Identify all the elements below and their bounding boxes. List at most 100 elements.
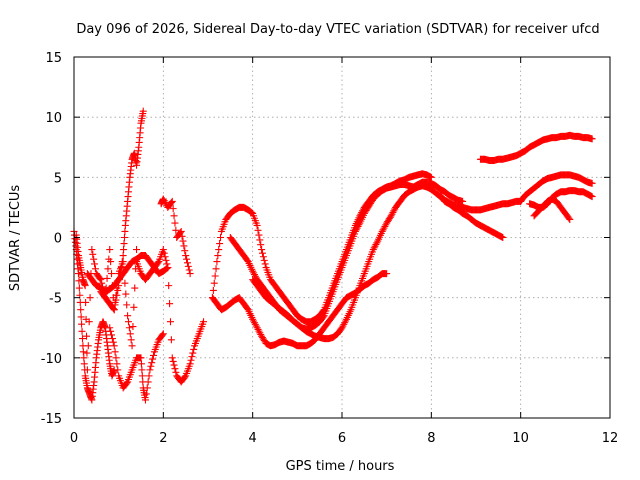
- data-point: [182, 252, 190, 260]
- x-tick-label: 10: [512, 431, 529, 446]
- data-point: [214, 252, 222, 260]
- data-point: [167, 336, 175, 344]
- data-point: [86, 294, 94, 302]
- data-point: [111, 298, 119, 306]
- data-point: [113, 360, 121, 368]
- data-point: [254, 226, 262, 234]
- data-point: [131, 284, 139, 292]
- data-point: [91, 265, 99, 273]
- data-point: [125, 324, 133, 332]
- data-point: [143, 384, 151, 392]
- data-point: [588, 135, 596, 143]
- data-point: [104, 265, 112, 273]
- data-point: [158, 331, 166, 339]
- data-point: [142, 390, 150, 398]
- data-point: [128, 342, 136, 350]
- data-point: [74, 270, 82, 278]
- data-point: [78, 320, 86, 328]
- data-point: [183, 255, 191, 263]
- data-point: [185, 266, 193, 274]
- series-arc-d: [106, 324, 167, 404]
- data-point: [83, 366, 91, 374]
- data-point: [108, 331, 116, 339]
- data-point: [119, 258, 127, 266]
- data-point: [154, 259, 162, 267]
- data-point: [114, 366, 122, 374]
- data-point: [139, 107, 147, 115]
- data-point: [124, 312, 132, 320]
- y-tick-label: -15: [41, 412, 62, 427]
- data-point: [161, 253, 169, 261]
- data-point: [83, 332, 91, 340]
- data-point: [77, 306, 85, 314]
- data-point: [319, 313, 327, 321]
- y-tick-label: 0: [54, 232, 62, 247]
- series-arc-o: [530, 195, 574, 223]
- data-point: [114, 277, 122, 285]
- data-point: [108, 282, 116, 290]
- data-point: [258, 249, 266, 257]
- chart-title: Day 096 of 2026, Sidereal Day-to-day VTE…: [76, 22, 599, 37]
- data-point: [133, 246, 141, 254]
- data-point: [78, 335, 86, 343]
- data-point: [102, 284, 110, 292]
- data-point: [141, 396, 149, 404]
- data-point: [177, 227, 185, 235]
- data-point: [120, 268, 128, 276]
- data-point: [107, 327, 115, 335]
- data-point: [260, 256, 268, 264]
- data-point: [186, 360, 194, 368]
- data-point: [138, 366, 146, 374]
- data-point: [113, 284, 121, 292]
- y-tick-label: -10: [41, 352, 62, 367]
- data-point: [150, 351, 158, 359]
- data-point: [129, 323, 137, 331]
- data-point: [112, 354, 120, 362]
- data-point: [127, 336, 135, 344]
- data-point: [256, 236, 264, 244]
- data-point: [103, 274, 111, 282]
- data-point: [210, 279, 218, 287]
- y-tick-label: 15: [45, 51, 62, 66]
- data-point: [148, 359, 156, 367]
- data-point: [77, 313, 85, 321]
- y-tick-label: -5: [49, 292, 62, 307]
- series-arc-m: [517, 171, 596, 205]
- data-point: [120, 240, 128, 248]
- data-point: [124, 318, 132, 326]
- data-point: [84, 342, 92, 350]
- data-point: [82, 298, 90, 306]
- series-arc-c: [97, 107, 147, 314]
- data-point: [159, 246, 167, 254]
- data-point: [183, 259, 191, 267]
- data-point: [146, 366, 154, 374]
- data-point: [211, 272, 219, 280]
- data-point: [190, 345, 198, 353]
- data-point: [121, 279, 129, 287]
- data-point: [119, 252, 127, 260]
- data-point: [120, 234, 128, 241]
- data-point: [147, 362, 155, 370]
- data-point: [123, 301, 131, 309]
- data-point: [100, 290, 108, 298]
- x-tick-label: 0: [70, 431, 78, 446]
- data-point: [99, 283, 107, 291]
- y-axis-label: SDTVAR / TECUs: [8, 185, 23, 292]
- data-point: [168, 354, 176, 362]
- data-point: [255, 231, 263, 239]
- x-tick-label: 6: [338, 431, 346, 446]
- series-arc-i: [249, 182, 525, 343]
- data-point: [216, 240, 224, 248]
- data-point: [109, 304, 117, 312]
- data-point: [172, 368, 180, 376]
- x-tick-label: 8: [427, 431, 435, 446]
- data-point: [137, 360, 145, 368]
- data-point: [107, 258, 115, 266]
- data-point: [168, 197, 176, 205]
- data-point: [213, 258, 221, 266]
- data-point: [111, 348, 119, 356]
- data-point: [112, 291, 120, 299]
- data-point: [566, 215, 574, 223]
- data-point: [122, 290, 130, 298]
